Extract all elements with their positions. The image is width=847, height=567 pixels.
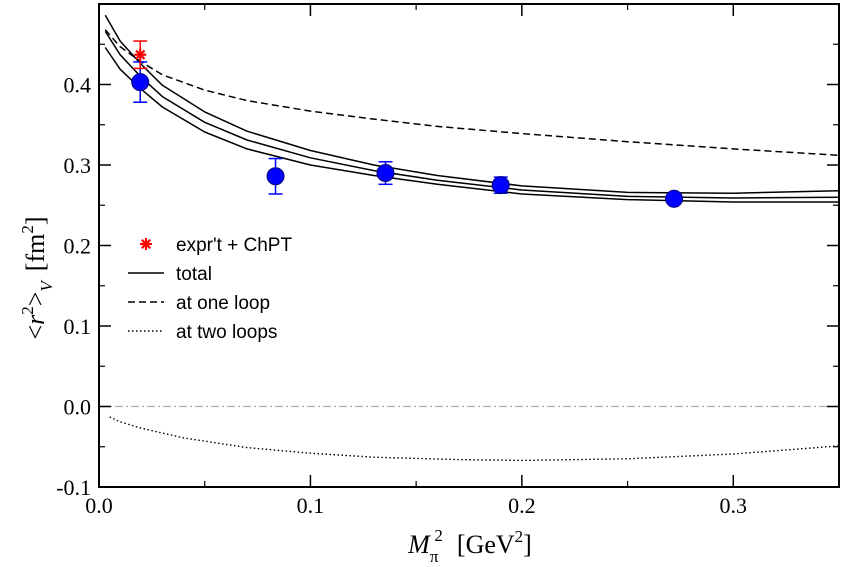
plot-frame [98, 3, 840, 488]
legend-label: total [176, 264, 212, 285]
legend-label: at one loop [176, 293, 270, 314]
x-tick-label: 0.3 [720, 493, 748, 518]
legend-label: expr't + ChPT [176, 235, 292, 256]
x-tick-label: 0.2 [508, 493, 536, 518]
y-tick-label: 0.3 [64, 153, 92, 178]
legend-marker [140, 238, 152, 250]
y-tick-label: 0.1 [64, 314, 92, 339]
x-axis-sub: π [430, 547, 439, 566]
x-axis-unit-close: ] [523, 530, 532, 559]
y-axis-title: <r2>V[fm2] [18, 216, 56, 339]
y-axis-symbol: r [21, 314, 50, 325]
lattice-point [376, 164, 395, 183]
lattice-point [665, 189, 684, 208]
lattice-point [491, 176, 510, 195]
curve-at-two-loops [109, 416, 839, 462]
y-axis-unit-open: [fm [21, 234, 50, 272]
lattice-point [131, 73, 150, 92]
x-axis-unit-sup: 2 [515, 527, 524, 546]
y-tick-label: 0.2 [64, 234, 92, 259]
x-axis-sup: 2 [434, 526, 443, 545]
lattice-point [266, 167, 285, 186]
x-axis-unit-open: [GeV [457, 530, 515, 559]
legend: expr't + ChPT total at one loop at two loop… [128, 235, 292, 343]
plot-content [99, 14, 839, 462]
legend-entry: total [128, 264, 212, 285]
y-axis-sup: 2 [18, 306, 37, 315]
legend-entry: expr't + ChPT [140, 235, 292, 256]
x-tick-label: 0.0 [85, 493, 113, 518]
y-tick-label: -0.1 [56, 475, 91, 500]
y-axis-sub: V [37, 279, 56, 292]
legend-label: at two loops [176, 322, 277, 343]
y-axis-close: > [21, 292, 50, 307]
svg-text:Mπ2[GeV2]: Mπ2 [GeV2] [407, 526, 532, 566]
x-axis-symbol: M [407, 530, 431, 559]
x-axis-title: Mπ2 [GeV2] [407, 526, 532, 566]
y-axis-unit-close: ] [21, 216, 50, 225]
legend-entry: at one loop [128, 293, 270, 314]
legend-entry: at two loops [128, 322, 277, 343]
axis-ticks: 0.0 0.1 0.2 0.3-0.10.00.10.20.30.4 [56, 4, 839, 518]
y-axis-open: < [21, 325, 50, 340]
experiment-point [134, 48, 147, 61]
curve-total [104, 14, 839, 194]
y-axis-unit-sup: 2 [18, 225, 37, 234]
y-tick-label: 0.0 [64, 395, 92, 420]
y-tick-label: 0.4 [64, 73, 92, 98]
svg-text:<r2>V[fm2]: <r2>V[fm2] [18, 216, 56, 339]
x-tick-label: 0.1 [297, 493, 325, 518]
